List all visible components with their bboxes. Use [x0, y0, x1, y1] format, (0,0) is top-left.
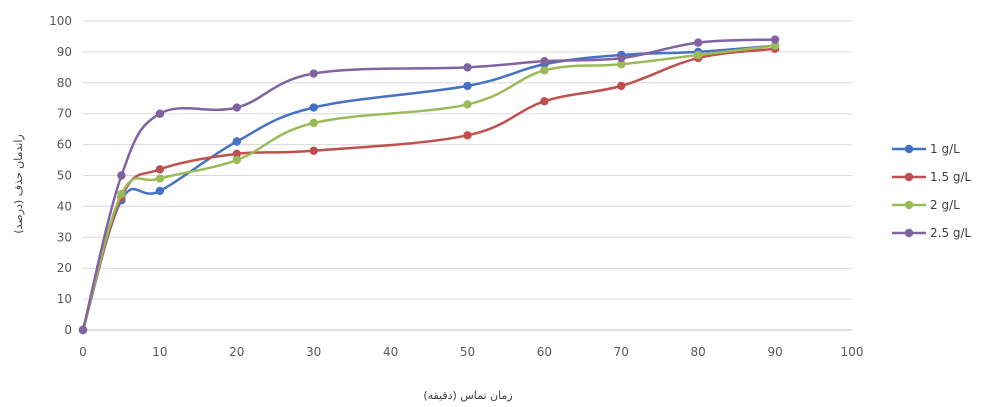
series-1-5-g-l [78, 44, 780, 335]
series-group [78, 35, 780, 335]
x-tick-labels: 0 10 20 30 40 50 60 70 80 90 100 [79, 345, 863, 359]
data-point [694, 38, 703, 47]
x-tick-label: 70 [614, 345, 629, 359]
x-tick-label: 50 [460, 345, 475, 359]
x-tick-label: 100 [841, 345, 864, 359]
data-point [770, 41, 780, 50]
legend-label: 1.5 g/L [930, 170, 972, 184]
data-point [232, 137, 241, 146]
data-point [232, 155, 241, 165]
legend-item: 1 g/L [892, 142, 960, 156]
data-point [155, 109, 165, 118]
data-point [463, 100, 472, 109]
x-axis-title: زمان تماس (دقیقه) [423, 389, 512, 402]
data-point [78, 325, 88, 335]
legend-label: 1 g/L [930, 142, 960, 156]
x-tick-label: 0 [79, 345, 87, 359]
data-point [540, 97, 549, 106]
data-point [155, 174, 165, 183]
series-2-5-g-l [78, 35, 780, 335]
y-tick-label: 100 [49, 14, 72, 28]
series-line [81, 38, 776, 331]
legend-item: 2.5 g/L [892, 226, 972, 240]
series-line [81, 44, 776, 331]
data-point [770, 35, 780, 44]
series-2-g-l [78, 41, 780, 335]
data-point [232, 149, 241, 159]
x-tick-label: 80 [691, 345, 706, 359]
data-point [540, 56, 549, 66]
data-point [463, 63, 472, 72]
legend-marker [904, 144, 914, 154]
legend-marker [904, 200, 914, 210]
legend-marker [904, 172, 914, 182]
y-tick-label: 30 [57, 230, 72, 244]
data-point [617, 53, 626, 63]
y-tick-label: 70 [57, 107, 72, 121]
legend-label: 2 g/L [930, 198, 960, 212]
data-point [117, 189, 126, 199]
y-tick-label: 40 [57, 199, 72, 213]
y-tick-label: 0 [64, 323, 72, 337]
y-tick-label: 90 [57, 45, 72, 59]
data-point [309, 146, 318, 155]
x-tick-label: 20 [229, 345, 244, 359]
legend-item: 2 g/L [892, 198, 960, 212]
y-tick-label: 60 [57, 138, 72, 152]
data-point [463, 81, 472, 91]
legend-marker [904, 228, 914, 238]
x-tick-label: 40 [383, 345, 398, 359]
x-tick-label: 90 [767, 345, 782, 359]
data-point [117, 171, 126, 180]
data-point [617, 60, 626, 69]
legend-item: 1.5 g/L [892, 170, 972, 184]
data-point [309, 103, 318, 112]
data-point [540, 66, 549, 75]
gridlines [83, 20, 852, 300]
y-tick-label: 80 [57, 76, 72, 90]
x-tick-label: 10 [152, 345, 167, 359]
data-point [155, 165, 165, 174]
data-point [694, 50, 703, 60]
data-point [155, 186, 165, 196]
y-tick-labels: 0 10 20 30 40 50 60 70 80 90 100 [49, 14, 72, 337]
legend: 1 g/L 1.5 g/L 2 g/L 2.5 g/L [892, 142, 972, 240]
data-point [309, 69, 318, 78]
x-tick-label: 60 [537, 345, 552, 359]
series-1-g-l [78, 41, 780, 335]
data-point [463, 131, 472, 140]
legend-label: 2.5 g/L [930, 226, 972, 240]
x-tick-label: 30 [306, 345, 321, 359]
data-point [617, 81, 626, 91]
data-point [309, 118, 318, 128]
y-tick-label: 50 [57, 169, 72, 183]
series-line [81, 44, 776, 331]
y-tick-label: 10 [57, 292, 72, 306]
y-tick-label: 20 [57, 261, 72, 275]
data-point [232, 103, 241, 112]
y-axis-title: راندمان حذف (درصد) [12, 134, 25, 233]
